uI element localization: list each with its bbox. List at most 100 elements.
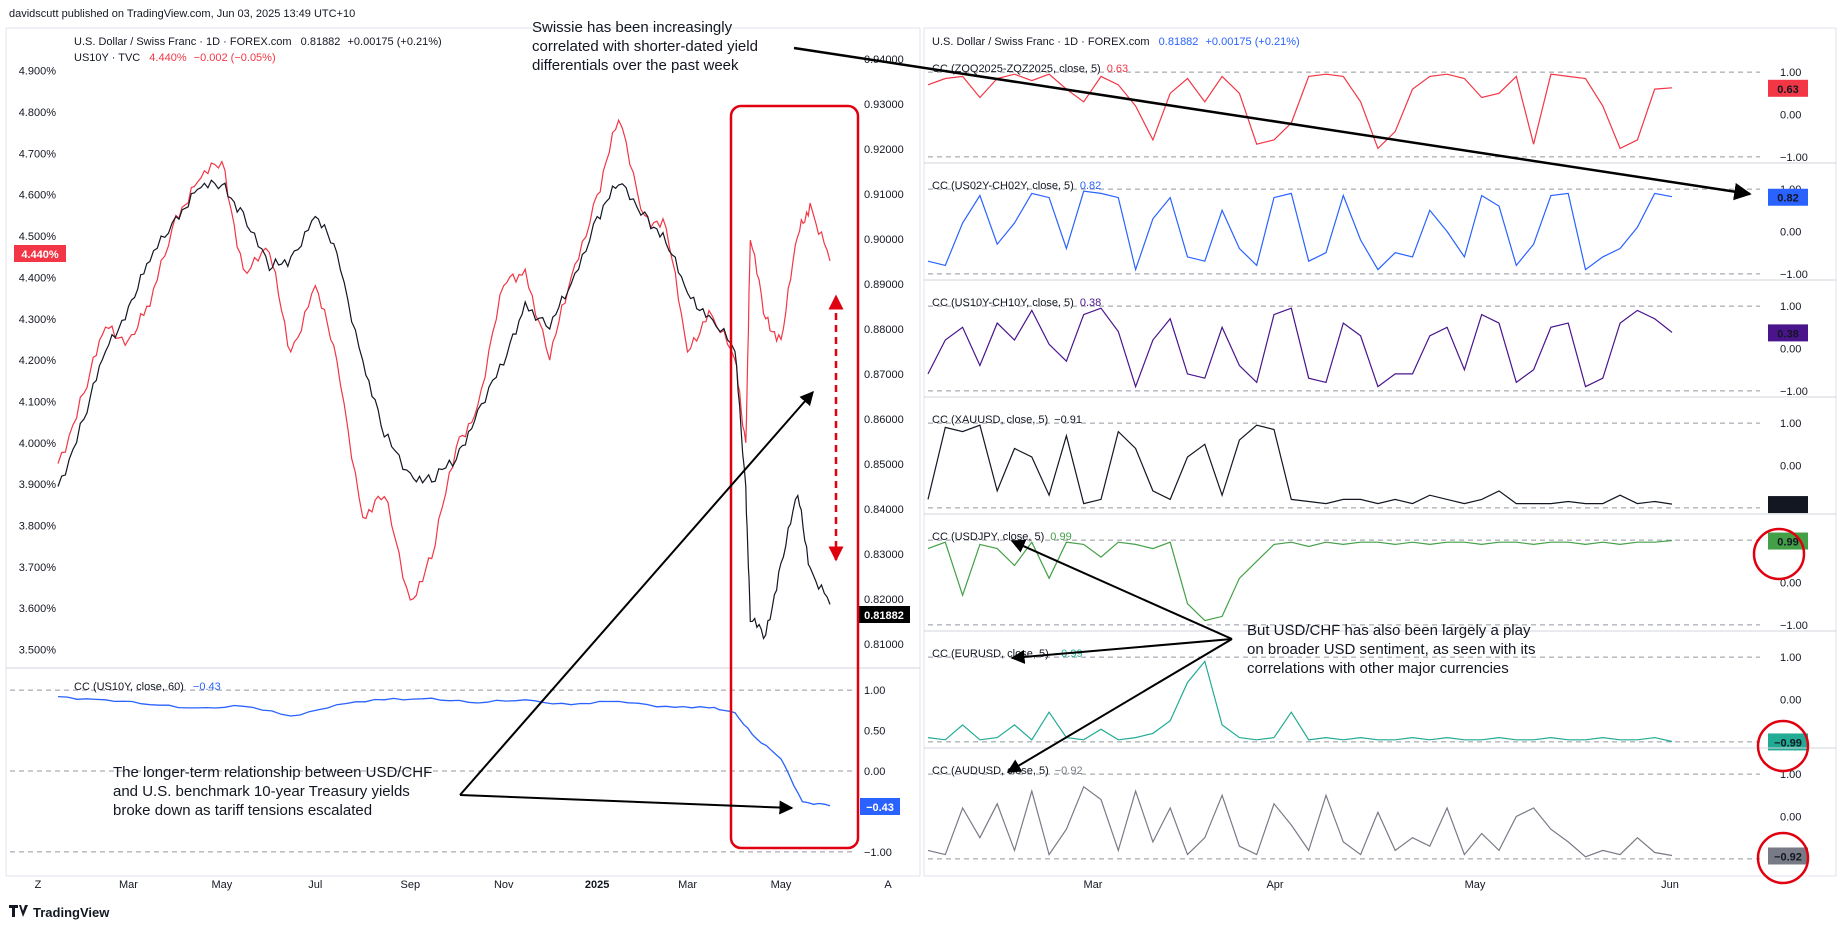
left-legend-symbol: U.S. Dollar / Swiss Franc · 1D · FOREX.c… (74, 36, 292, 48)
yield-last-label: 4.440% (21, 249, 59, 261)
right-y-tick: 0.85000 (864, 459, 904, 471)
pane-legend-1: CC (US02Y-CH02Y, close, 5) 0.82 (932, 180, 1101, 192)
right-legend-value: 0.81882 (1159, 36, 1199, 48)
series-line-usdchf (57, 179, 831, 641)
arrow-top-to-2y (793, 46, 1752, 201)
series-line-pane-4 (927, 539, 1673, 622)
pane-last-badge-5 (1768, 733, 1808, 751)
right-x-tick: Jun (1661, 879, 1679, 891)
highlight-circle-audusd (1756, 831, 1810, 885)
svg-text:U.S. Dollar / Swiss Franc · 1D: U.S. Dollar / Swiss Franc · 1D · FOREX.c… (932, 36, 1300, 48)
left-x-tick: Mar (119, 879, 138, 891)
arrow-left-to-chart (459, 390, 814, 796)
tradingview-logo: TradingView (9, 905, 110, 920)
pane-legend-4: CC (USDJPY, close, 5) 0.99 (932, 531, 1072, 543)
pane-y-tick: 0.00 (1780, 110, 1801, 122)
annotation-top-line-2: correlated with shorter-dated yield (532, 38, 758, 55)
right-y-tick: 0.88000 (864, 324, 904, 336)
left-y-tick: 4.400% (19, 272, 57, 284)
right-y-tick: 0.84000 (864, 504, 904, 516)
sub-y-tick: −1.00 (864, 847, 892, 859)
annotation-left: The longer-term relationship between USD… (113, 764, 432, 819)
left-x-tick: Nov (494, 879, 514, 891)
sub-legend-text: CC (US10Y, close, 60) (74, 681, 184, 693)
pane-y-tick: −1.00 (1780, 269, 1808, 281)
pane-y-tick: 1.00 (1780, 301, 1801, 313)
right-y-tick: 0.89000 (864, 279, 904, 291)
right-y-tick: 0.83000 (864, 549, 904, 561)
left-price-axis: 0.940000.930000.920000.910000.900000.890… (864, 54, 904, 651)
left-y-tick: 4.600% (19, 190, 57, 202)
sub-pane-axis: 1.00 0.50 0.00 −1.00 (10, 685, 892, 859)
left-y-tick: 4.000% (19, 438, 57, 450)
right-y-tick: 0.87000 (864, 369, 904, 381)
highlight-circle-usdjpy (1752, 527, 1806, 581)
pane-last-label-5: −0.99 (1774, 737, 1802, 749)
pane-last-label-2: 0.38 (1777, 328, 1798, 340)
pane-last-badge-0 (1768, 79, 1808, 97)
right-y-tick: 0.81000 (864, 639, 904, 651)
right-y-tick: 0.82000 (864, 594, 904, 606)
sub-y-tick: 1.00 (864, 685, 885, 697)
tradingview-brand: TradingView (33, 905, 110, 920)
series-line-pane-3 (927, 424, 1673, 505)
right-x-tick: May (1465, 879, 1486, 891)
annotation-right-line-3: correlations with other major currencies (1247, 660, 1509, 677)
svg-text:U.S. Dollar / Swiss Franc · 1D: U.S. Dollar / Swiss Franc · 1D · FOREX.c… (74, 36, 442, 48)
timezone-toggle[interactable]: Z (35, 879, 42, 891)
pane-0: 1.00 0.00 −1.00 CC (ZQQ2025-ZQZ2025, close,… (927, 63, 1808, 164)
annotation-left-line-2: and U.S. benchmark 10-year Treasury yiel… (113, 783, 410, 800)
pane-last-label-3: −0.91 (1774, 500, 1802, 512)
left-x-axis: Mar May Jul Sep Nov 2025 Mar May (119, 879, 792, 891)
pane-y-tick: 0.00 (1780, 227, 1801, 239)
arrow-right-to-eurusd (1010, 638, 1233, 664)
annotation-left-line-1: The longer-term relationship between USD… (113, 764, 432, 781)
right-x-tick: Apr (1266, 879, 1283, 891)
pane-y-tick: 1.00 (1780, 67, 1801, 79)
left-y-tick: 3.500% (19, 645, 57, 657)
left-x-tick: May (771, 879, 792, 891)
pane-y-tick: 0.00 (1780, 461, 1801, 473)
publisher-text: davidscutt published on TradingView.com,… (9, 8, 355, 20)
arrow-right-to-audusd (1006, 638, 1233, 773)
series-line-pane-5 (927, 660, 1673, 743)
annotation-top-line-3: differentials over the past week (532, 57, 739, 74)
left-x-tick: May (212, 879, 233, 891)
annotation-left-line-3: broke down as tariff tensions escalated (113, 802, 372, 819)
left-legend-yield-symbol: US10Y · TVC (74, 52, 140, 64)
right-chart: U.S. Dollar / Swiss Franc · 1D · FOREX.c… (923, 27, 1837, 891)
left-y-tick: 3.900% (19, 479, 57, 491)
annotation-right-line-2: on broader USD sentiment, as seen with i… (1247, 641, 1535, 658)
left-x-tick: Sep (401, 879, 421, 891)
left-y-tick: 4.300% (19, 314, 57, 326)
series-line-cc-us10y (57, 695, 831, 807)
pane-legend-6: CC (AUDUSD, close, 5) −0.92 (932, 765, 1083, 777)
left-x-tick: Mar (678, 879, 697, 891)
left-legend-price-change: +0.00175 (+0.21%) (347, 36, 441, 48)
series-line-pane-1 (927, 190, 1673, 272)
left-x-tick: 2025 (585, 879, 609, 891)
pane-legend-3: CC (XAUUSD, close, 5) −0.91 (932, 414, 1082, 426)
price-last-label: 0.81882 (864, 610, 904, 622)
sub-y-tick: 0.00 (864, 766, 885, 778)
annotation-right: But USD/CHF has also been largely a play… (1247, 622, 1535, 677)
right-y-tick: 0.92000 (864, 144, 904, 156)
pane-last-label-4: 0.99 (1777, 537, 1798, 549)
right-y-tick: 0.91000 (864, 189, 904, 201)
pane-y-tick: 0.00 (1780, 695, 1801, 707)
tradingview-logo-icon (9, 905, 28, 917)
series-line-pane-2 (927, 307, 1673, 389)
series-line-pane-0 (927, 73, 1673, 150)
pane-last-badge-6 (1768, 847, 1808, 865)
pane-legend-2: CC (US10Y-CH10Y, close, 5) 0.38 (932, 297, 1101, 309)
pane-y-tick: −1.00 (1780, 152, 1808, 164)
annotation-right-line-1: But USD/CHF has also been largely a play (1247, 622, 1531, 639)
highlight-circle-eurusd (1756, 719, 1810, 773)
right-y-tick: 0.86000 (864, 414, 904, 426)
left-y-tick: 3.800% (19, 521, 57, 533)
left-y-tick: 4.200% (19, 355, 57, 367)
pane-last-badge-3 (1768, 496, 1808, 514)
auto-scale-toggle[interactable]: A (884, 879, 892, 891)
right-legend-change: +0.00175 (+0.21%) (1205, 36, 1299, 48)
